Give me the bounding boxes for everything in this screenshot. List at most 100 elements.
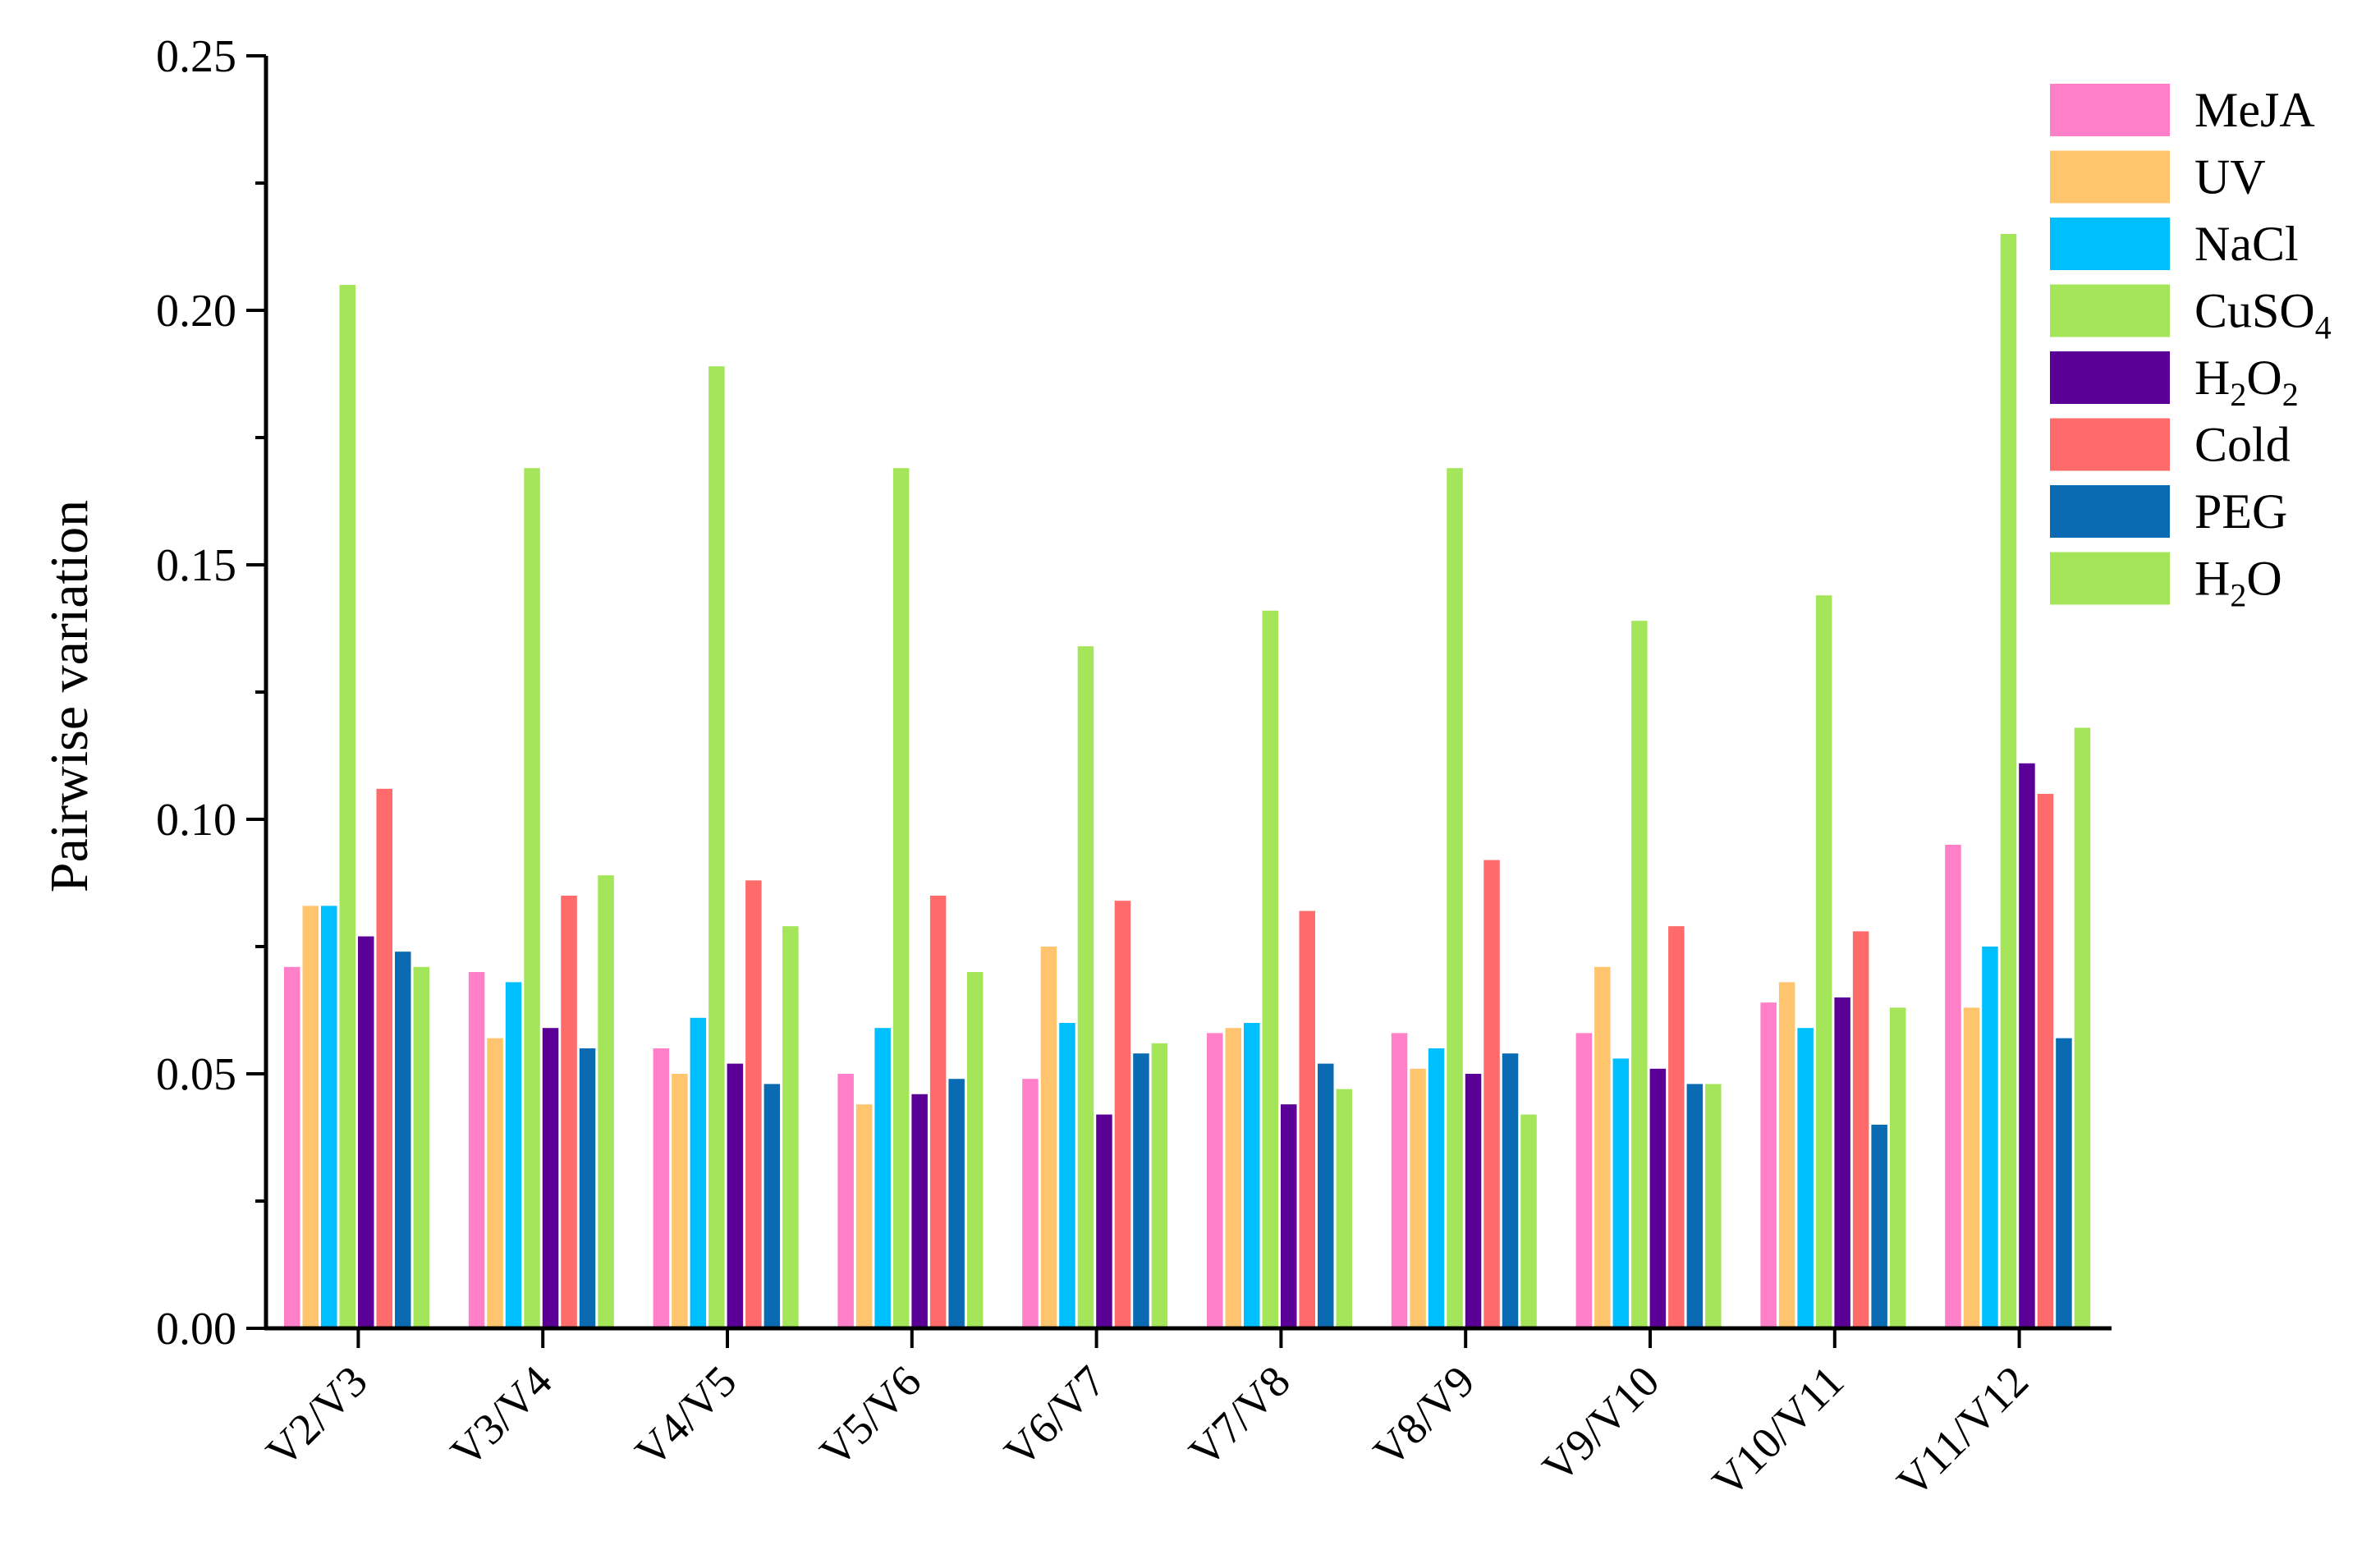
bar-CuSO4-V3/V4: [524, 468, 540, 1329]
bar-PEG-V10/V11: [1871, 1125, 1887, 1328]
x-ticks-layer: V2/V3 V3/V4 V4/V5 V5/V6 V6/V7 V7/V8 V8/V9 V9/V1…: [257, 1356, 2038, 1506]
bar-MeJA-V9/V10: [1575, 1033, 1593, 1328]
axes-layer: [246, 54, 2112, 1348]
bar-H2O-V10/V11: [1889, 1007, 1906, 1328]
bar-MeJA-V7/V8: [1207, 1033, 1223, 1328]
bar-H2O-V5/V6: [966, 972, 984, 1328]
bar-UV-V6/V7: [1040, 947, 1057, 1328]
bar-PEG-V9/V10: [1686, 1084, 1704, 1328]
bar-CuSO4-V10/V11: [1815, 595, 1832, 1328]
legend-label-CuSO4: CuSO4: [2194, 284, 2332, 346]
bar-MeJA-V8/V9: [1391, 1033, 1408, 1328]
bar-MeJA-V6/V7: [1022, 1079, 1039, 1328]
bar-MeJA-V5/V6: [837, 1074, 854, 1328]
bar-NaCl-V10/V11: [1797, 1028, 1814, 1328]
x-tick-label: V3/V4: [441, 1356, 561, 1476]
bar-NaCl-V2/V3: [321, 906, 337, 1328]
bar-NaCl-V11/V12: [1982, 947, 1998, 1328]
bar-H2O2-V7/V8: [1281, 1104, 1297, 1328]
legend-swatch-H2O2: [2050, 351, 2170, 404]
bar-Cold-V3/V4: [561, 896, 577, 1328]
bar-H2O-V4/V5: [782, 926, 799, 1328]
bar-H2O2-V4/V5: [727, 1063, 744, 1328]
legend-swatch-NaCl: [2050, 218, 2170, 270]
bar-UV-V2/V3: [302, 906, 319, 1328]
bar-NaCl-V9/V10: [1612, 1058, 1630, 1328]
bar-PEG-V5/V6: [948, 1079, 965, 1328]
legend-label-MeJA: MeJA: [2194, 83, 2315, 137]
y-tick-label: 0.05: [156, 1049, 236, 1100]
legend-label-H2O: H2O: [2194, 552, 2282, 614]
bar-H2O2-V5/V6: [911, 1094, 928, 1328]
legend-swatch-PEG: [2050, 485, 2170, 538]
legend-label-Cold: Cold: [2194, 418, 2291, 472]
bar-Cold-V2/V3: [376, 788, 392, 1328]
bar-UV-V10/V11: [1778, 982, 1795, 1328]
x-tick-label: V9/V10: [1533, 1356, 1668, 1492]
legend-swatch-UV: [2050, 150, 2170, 204]
bar-CuSO4-V6/V7: [1077, 646, 1094, 1328]
x-tick-label: V8/V9: [1364, 1356, 1483, 1476]
y-tick-label: 0.20: [156, 286, 236, 337]
bar-PEG-V8/V9: [1502, 1053, 1519, 1328]
x-tick-label: V5/V6: [810, 1356, 930, 1476]
bar-H2O-V8/V9: [1520, 1114, 1537, 1328]
bar-PEG-V4/V5: [764, 1084, 781, 1328]
bar-CuSO4-V4/V5: [708, 366, 725, 1329]
bar-MeJA-V2/V3: [284, 966, 300, 1328]
x-tick-label: V6/V7: [995, 1356, 1115, 1476]
bar-CuSO4-V8/V9: [1447, 468, 1463, 1329]
bar-NaCl-V3/V4: [505, 982, 522, 1328]
y-ticks-layer: 0.00 0.05 0.10 0.15 0.20 0.25: [156, 31, 236, 1355]
bar-H2O-V2/V3: [413, 966, 429, 1328]
y-tick-label: 0.10: [156, 795, 236, 846]
bar-H2O2-V8/V9: [1465, 1074, 1482, 1328]
bar-Cold-V6/V7: [1114, 901, 1131, 1328]
bars-layer: [284, 234, 2091, 1329]
legend-label-PEG: PEG: [2194, 484, 2287, 539]
bar-NaCl-V7/V8: [1244, 1023, 1260, 1328]
x-tick-label: V2/V3: [257, 1356, 377, 1476]
bar-NaCl-V8/V9: [1428, 1048, 1445, 1328]
bar-Cold-V4/V5: [745, 880, 762, 1328]
y-tick-label: 0.25: [156, 31, 236, 82]
bar-PEG-V3/V4: [579, 1048, 596, 1328]
x-tick-label: V4/V5: [626, 1356, 745, 1476]
y-axis-label: Pairwise variation: [39, 500, 99, 892]
bar-UV-V7/V8: [1225, 1028, 1241, 1328]
bar-MeJA-V3/V4: [468, 972, 485, 1328]
y-tick-label: 0.00: [156, 1304, 236, 1355]
bar-NaCl-V4/V5: [690, 1017, 707, 1328]
bar-H2O2-V3/V4: [542, 1028, 559, 1328]
bar-Cold-V5/V6: [929, 896, 947, 1328]
bar-CuSO4-V7/V8: [1262, 610, 1278, 1328]
bar-CuSO4-V11/V12: [2000, 234, 2017, 1328]
bar-H2O-V11/V12: [2074, 727, 2091, 1328]
bar-PEG-V2/V3: [395, 951, 411, 1328]
bar-UV-V5/V6: [855, 1104, 873, 1328]
bar-UV-V3/V4: [487, 1038, 503, 1328]
bar-H2O2-V10/V11: [1834, 997, 1850, 1328]
bar-UV-V11/V12: [1963, 1007, 1980, 1328]
bar-MeJA-V11/V12: [1945, 845, 1961, 1328]
bar-Cold-V10/V11: [1852, 931, 1869, 1328]
bar-CuSO4-V5/V6: [892, 468, 910, 1329]
x-tick-label: V7/V8: [1180, 1356, 1300, 1476]
bar-MeJA-V4/V5: [653, 1048, 670, 1328]
legend-swatch-MeJA: [2050, 84, 2170, 136]
bar-Cold-V11/V12: [2037, 794, 2054, 1328]
bar-H2O2-V9/V10: [1649, 1068, 1667, 1328]
legend-swatch-CuSO4: [2050, 284, 2170, 337]
bar-CuSO4-V9/V10: [1631, 621, 1648, 1328]
bar-NaCl-V5/V6: [874, 1028, 891, 1328]
bar-UV-V8/V9: [1410, 1068, 1426, 1328]
bar-H2O2-V2/V3: [358, 936, 374, 1328]
bar-PEG-V11/V12: [2056, 1038, 2072, 1328]
legend-swatch-Cold: [2050, 418, 2170, 471]
bar-H2O-V3/V4: [598, 875, 614, 1328]
x-tick-label: V11/V12: [1887, 1356, 2038, 1506]
bar-UV-V4/V5: [672, 1074, 688, 1328]
y-tick-label: 0.15: [156, 540, 236, 591]
